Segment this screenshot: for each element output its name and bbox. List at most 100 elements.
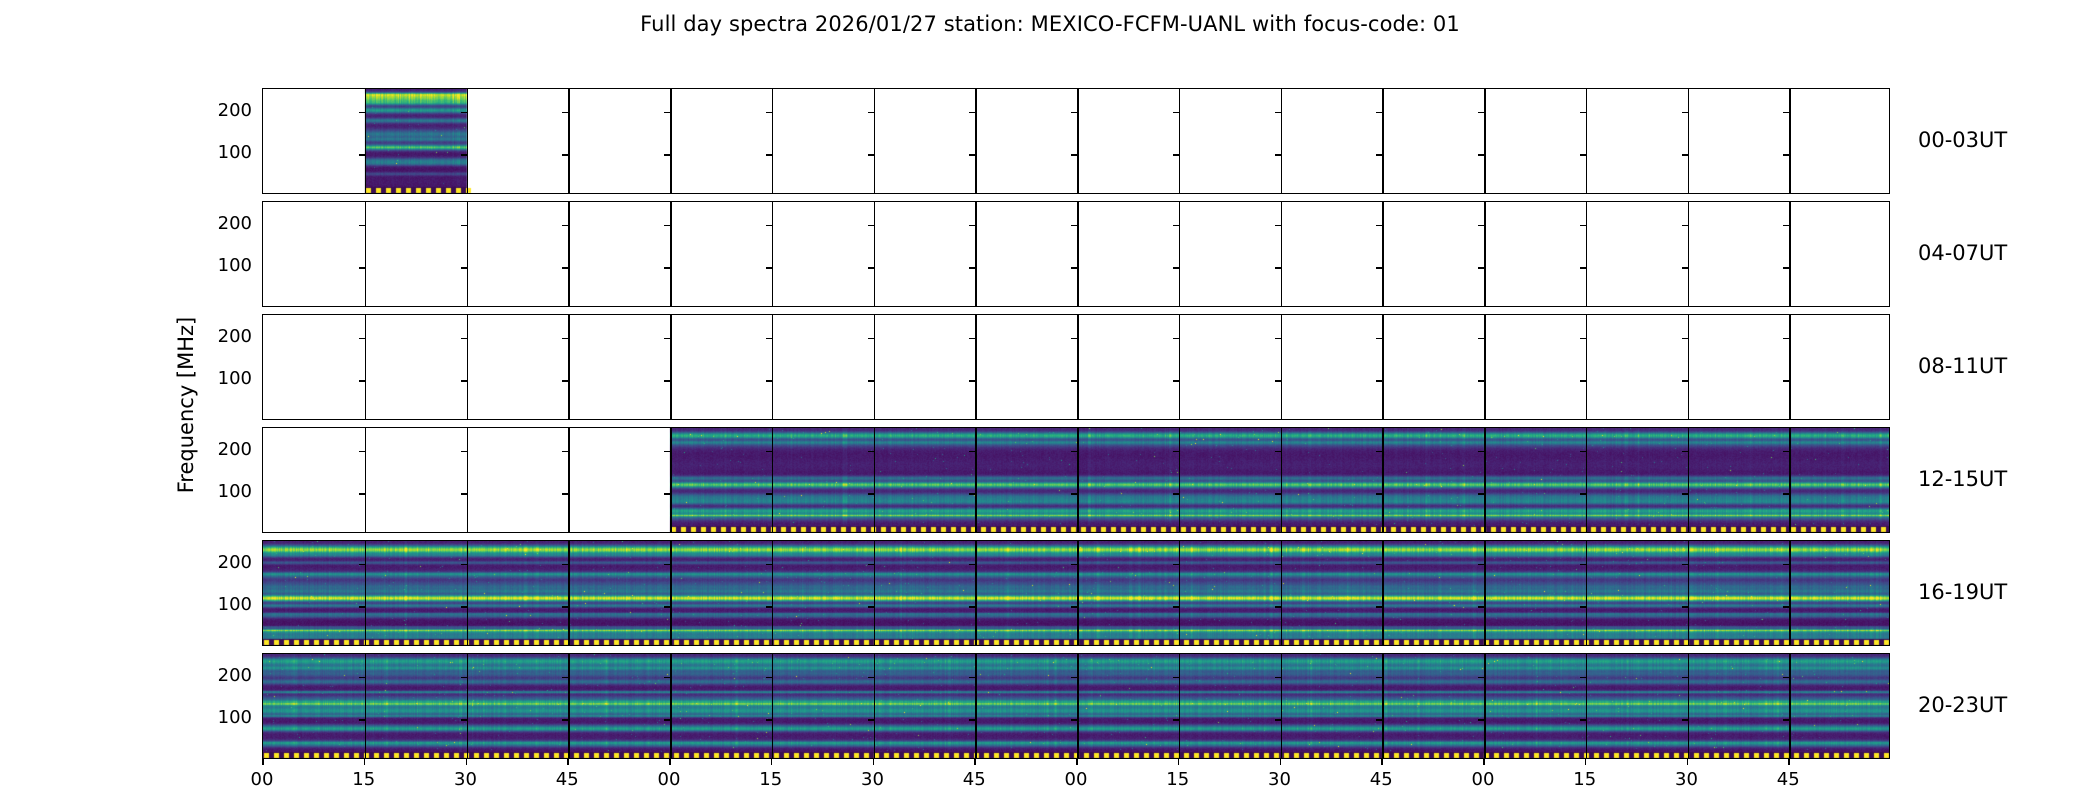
spectrogram-row-12-15ut[interactable] xyxy=(262,427,1890,533)
y-tick-mark xyxy=(262,267,263,269)
y-tick-mark-inner xyxy=(1274,337,1281,340)
y-tick-mark-inner xyxy=(1579,719,1586,721)
y-tick-mark-inner xyxy=(1071,267,1077,269)
y-tick-mark-inner xyxy=(969,676,976,679)
segment-divider xyxy=(1280,202,1283,306)
segment-divider xyxy=(364,654,367,758)
segment-divider xyxy=(1382,654,1384,758)
segment-divider xyxy=(1789,541,1791,645)
y-tick-label: 100 xyxy=(217,594,252,616)
x-tick-mark xyxy=(1076,759,1078,765)
spectrogram-row-00-03ut[interactable] xyxy=(262,88,1890,194)
figure-title: Full day spectra 2026/01/27 station: MEX… xyxy=(640,12,1460,36)
y-tick-mark-inner xyxy=(1274,606,1281,608)
y-tick-mark-inner xyxy=(1783,563,1790,566)
row-label-12-15ut: 12-15UT xyxy=(1918,467,2008,491)
x-tick-mark xyxy=(872,759,874,765)
y-tick-mark-inner xyxy=(1172,719,1179,721)
spectrogram-row-16-19ut[interactable] xyxy=(262,540,1890,646)
y-tick-mark-inner xyxy=(1376,380,1383,382)
y-tick-mark-inner xyxy=(562,450,569,453)
y-tick-mark-inner xyxy=(358,493,365,495)
y-tick-mark-inner xyxy=(867,380,874,382)
x-tick-label: 30 xyxy=(1268,769,1291,790)
y-tick-mark-inner xyxy=(765,380,772,382)
y-tick-mark-inner xyxy=(358,676,365,679)
segment-divider xyxy=(568,315,570,419)
y-tick-mark-inner xyxy=(867,267,874,269)
segment-divider xyxy=(1484,541,1486,645)
y-tick-mark xyxy=(262,451,263,453)
y-tick-mark-inner xyxy=(1478,380,1484,382)
y-tick-mark-inner xyxy=(1681,719,1688,721)
spectrogram-canvas xyxy=(263,89,1889,193)
segment-divider xyxy=(466,89,469,193)
y-tick-mark-inner xyxy=(1071,450,1077,453)
segment-divider xyxy=(1687,428,1690,532)
y-tick-mark-inner xyxy=(969,267,976,269)
y-tick-mark-inner xyxy=(562,380,569,382)
y-tick-mark-inner xyxy=(1681,493,1688,495)
segment-divider xyxy=(1077,202,1079,306)
segment-divider xyxy=(1382,541,1384,645)
spectrogram-row-04-07ut[interactable] xyxy=(262,201,1890,307)
y-tick-mark-inner xyxy=(969,111,976,114)
segment-divider xyxy=(466,315,469,419)
y-tick-mark-inner xyxy=(969,380,976,382)
segment-divider xyxy=(568,541,570,645)
y-tick-mark-inner xyxy=(1579,450,1586,453)
y-tick-mark xyxy=(262,719,263,721)
x-tick-label: 15 xyxy=(352,769,376,790)
y-tick-mark-inner xyxy=(1478,267,1484,269)
y-tick-mark-inner xyxy=(765,719,772,721)
segment-divider xyxy=(1382,89,1384,193)
y-tick-mark-inner xyxy=(1681,606,1688,608)
y-tick-mark-inner xyxy=(867,111,874,114)
y-tick-mark-inner xyxy=(562,267,569,269)
y-tick-mark-inner xyxy=(1478,450,1484,453)
y-tick-mark-inner xyxy=(1172,563,1179,566)
y-tick-mark-inner xyxy=(1478,606,1484,608)
segment-divider xyxy=(1178,202,1181,306)
x-tick-mark xyxy=(1483,759,1485,765)
y-tick-mark-inner xyxy=(1172,111,1179,114)
y-tick-mark-inner xyxy=(765,563,772,566)
x-tick-mark xyxy=(1686,759,1688,765)
y-tick-mark-inner xyxy=(867,154,874,156)
y-tick-mark-inner xyxy=(460,450,467,453)
y-tick-mark-inner xyxy=(1376,337,1383,340)
y-tick-mark-inner xyxy=(664,606,670,608)
y-tick-mark xyxy=(262,112,263,114)
y-tick-mark-inner xyxy=(765,111,772,114)
x-tick-mark xyxy=(465,759,467,765)
y-tick-mark-inner xyxy=(1478,154,1484,156)
segment-divider xyxy=(1484,89,1486,193)
y-tick-mark-inner xyxy=(1681,224,1688,227)
segment-divider xyxy=(1484,654,1486,758)
spectrogram-row-20-23ut[interactable] xyxy=(262,653,1890,759)
y-tick-mark xyxy=(262,338,263,340)
y-tick-mark-inner xyxy=(969,606,976,608)
y-tick-mark-inner xyxy=(1681,337,1688,340)
x-tick-mark xyxy=(363,759,366,765)
segment-divider xyxy=(1382,428,1384,532)
y-tick-mark xyxy=(262,380,263,382)
y-tick-mark-inner xyxy=(867,676,874,679)
segment-divider xyxy=(1280,428,1283,532)
y-tick-mark-inner xyxy=(1579,380,1586,382)
y-tick-mark-inner xyxy=(1376,154,1383,156)
segment-divider xyxy=(975,541,977,645)
x-tick-label: 45 xyxy=(1776,769,1800,790)
y-tick-mark-inner xyxy=(1681,450,1688,453)
spectrogram-row-08-11ut[interactable] xyxy=(262,314,1890,420)
y-tick-mark-inner xyxy=(460,563,467,566)
y-tick-mark xyxy=(262,564,263,566)
y-tick-mark-inner xyxy=(460,337,467,340)
y-tick-mark-inner xyxy=(1071,563,1077,566)
y-tick-mark-inner xyxy=(562,111,569,114)
y-axis-label: Frequency [MHz] xyxy=(174,316,198,494)
spectrogram-canvas xyxy=(263,654,1889,758)
segment-divider xyxy=(1077,89,1079,193)
y-tick-mark-inner xyxy=(460,719,467,721)
y-tick-mark xyxy=(262,677,263,679)
